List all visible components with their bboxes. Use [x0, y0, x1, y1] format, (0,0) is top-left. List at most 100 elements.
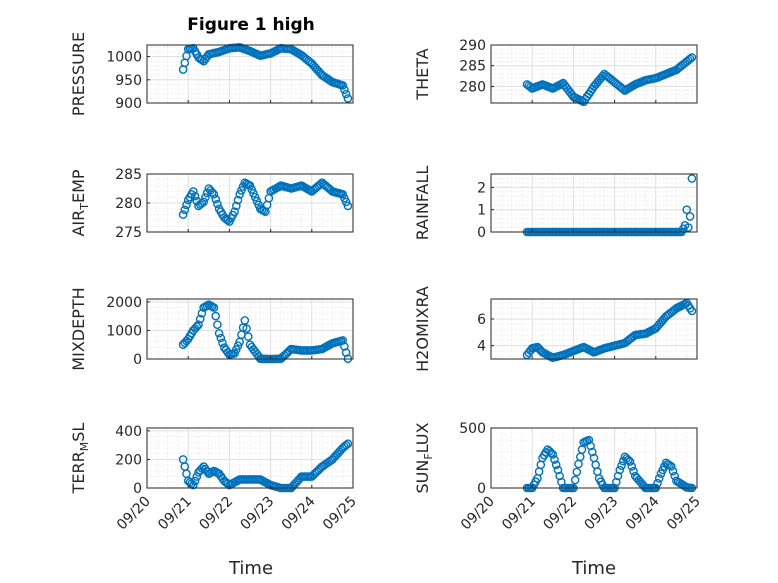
data-point [340, 85, 349, 94]
data-point [341, 440, 351, 450]
x-tick-label: 09/22 [196, 494, 236, 534]
data-point [216, 333, 226, 343]
data-point [586, 441, 595, 451]
data-point [685, 212, 695, 221]
data-point [653, 478, 662, 488]
data-point [209, 303, 219, 312]
axes-frame [490, 44, 698, 104]
axes-frame [146, 427, 354, 489]
data-point [188, 187, 198, 196]
data-point [199, 197, 208, 207]
x-tick-label: 09/22 [540, 494, 580, 534]
data-point [242, 324, 251, 333]
x-axis-label-right: Time [571, 558, 616, 579]
data-point [343, 201, 353, 211]
y-tick-label: 285 [459, 59, 486, 75]
data-point [197, 308, 207, 318]
data-point [668, 466, 678, 476]
data-point [338, 81, 348, 90]
data-point [584, 435, 594, 445]
data-point [617, 461, 626, 470]
axes-frame [146, 298, 354, 360]
data-point [207, 188, 217, 197]
y-tick-label: 0 [133, 481, 142, 497]
data-point [245, 181, 255, 190]
data-point [338, 336, 348, 345]
data-point [625, 457, 635, 466]
y-axis-label: RAINFALL [413, 166, 432, 241]
data-point [250, 192, 260, 202]
data-point [550, 455, 559, 464]
panel-h2omixra: 4 6 H2OMIXRA [413, 286, 698, 372]
y-axis-label: MIXDEPTH [69, 287, 88, 370]
data-point [338, 189, 348, 199]
data-point [211, 194, 220, 204]
data-point [195, 314, 205, 324]
x-tick-label: 09/20 [458, 494, 498, 534]
data-point [553, 465, 563, 475]
data-point [624, 455, 633, 465]
data-point [190, 191, 200, 201]
data-point [612, 477, 621, 487]
data-point [211, 311, 220, 321]
y-tick-label: 900 [115, 96, 142, 112]
data-point [240, 316, 250, 325]
x-tick-label: 09/21 [499, 494, 539, 534]
axes-frame [490, 298, 698, 360]
y-tick-label: 290 [459, 38, 486, 54]
x-tick-label: 09/21 [155, 494, 195, 534]
data-point [572, 467, 582, 477]
data-point [615, 465, 625, 475]
y-tick-label: 280 [115, 196, 142, 212]
data-point [218, 338, 227, 348]
data-point [231, 201, 241, 211]
y-tick-label: 2000 [106, 295, 142, 311]
data-point [243, 332, 253, 341]
data-point [182, 200, 191, 210]
y-tick-label: 400 [115, 424, 142, 440]
data-point [343, 439, 353, 449]
data-point [178, 210, 188, 219]
data-point [192, 322, 202, 331]
axes-frame [490, 173, 698, 233]
data-point [341, 89, 351, 99]
x-tick-label: 09/23 [238, 494, 278, 534]
figure-title: Figure 1 high [187, 15, 315, 35]
y-tick-label: 1000 [106, 323, 142, 339]
data-point [546, 448, 556, 458]
data-point [654, 474, 664, 483]
data-point [555, 471, 565, 481]
x-tick-label: 09/25 [664, 494, 704, 534]
data-point [627, 462, 637, 471]
y-tick-label: 500 [459, 421, 486, 437]
panel-mixdepth: 0 1000 2000 MIXDEPTH [69, 287, 354, 371]
data-point [230, 207, 239, 216]
y-axis-label: THETA [413, 48, 432, 100]
x-axis-label-left: Time [228, 558, 273, 579]
data-point [682, 205, 692, 214]
y-tick-label: 0 [477, 481, 486, 497]
data-point [548, 450, 558, 459]
data-point [613, 471, 623, 481]
panel-sun_flux: 0 500 SUNFLUX 09/20 09/21 09/22 09/23 09/24 09/2… [413, 421, 704, 533]
x-tick-label: 09/24 [279, 493, 319, 533]
data-point [684, 223, 693, 232]
data-point [180, 205, 190, 215]
data-point [687, 306, 697, 316]
panel-air_temp: 275 280 285 AIRTEMP [69, 167, 354, 241]
panel-terr_msl: 0 200 400 TERRMSL 09/20 09/21 09/22 09/23 09/24 0… [69, 423, 360, 534]
y-axis-label: PRESSURE [69, 32, 88, 116]
x-tick-label: 09/23 [582, 494, 622, 534]
data-point [209, 189, 219, 199]
data-point [235, 189, 244, 199]
panel-rainfall: 0 1 2 RAINFALL [413, 166, 698, 241]
y-axis-label: TERRMSL [69, 423, 91, 495]
y-tick-label: 285 [115, 167, 142, 183]
y-tick-label: 1000 [106, 50, 142, 66]
data-point [629, 466, 638, 476]
data-point [685, 54, 695, 64]
y-axis-label: AIRTEMP [69, 169, 91, 236]
data-point [551, 460, 561, 470]
data-point [343, 94, 353, 103]
